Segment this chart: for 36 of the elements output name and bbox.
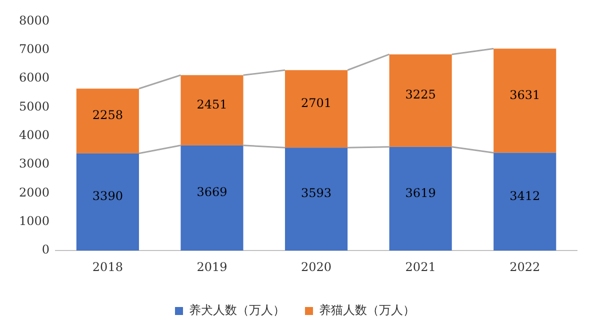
bar — [76, 153, 139, 251]
legend-label: 养犬人数（万人） — [189, 303, 285, 318]
bar — [180, 75, 244, 146]
x-tick-label: 2019 — [196, 260, 228, 274]
bar — [494, 152, 556, 251]
data-label: 3390 — [92, 189, 123, 204]
bar — [284, 148, 348, 251]
y-tick-label: 7000 — [18, 42, 50, 56]
y-tick-label: 4000 — [18, 128, 50, 142]
y-tick-label: 1000 — [18, 214, 50, 228]
data-label: 3631 — [510, 88, 540, 102]
y-tick-label: 6000 — [18, 70, 50, 85]
data-label: 2701 — [300, 96, 332, 110]
bar — [180, 145, 244, 251]
data-label: 3619 — [405, 186, 436, 200]
data-label: 3593 — [300, 186, 332, 200]
data-label: 2258 — [92, 108, 123, 122]
data-label: 3669 — [196, 185, 228, 200]
x-tick-label: 2021 — [405, 260, 436, 274]
x-tick-label: 2020 — [300, 260, 332, 274]
bar — [494, 48, 556, 153]
x-tick-label: 2018 — [92, 260, 123, 274]
y-tick-label: 2000 — [18, 185, 50, 200]
data-label: 3225 — [405, 88, 436, 102]
bar — [284, 70, 348, 148]
bar — [389, 146, 452, 251]
y-tick-label: 8000 — [18, 13, 50, 28]
data-label: 2451 — [196, 97, 228, 112]
legend-label: 养猫人数（万人） — [319, 303, 415, 318]
x-tick-label: 2022 — [510, 260, 540, 274]
bar — [76, 88, 139, 154]
y-tick-label: 5000 — [18, 99, 50, 114]
y-tick-label: 3000 — [18, 156, 50, 171]
y-tick-label: 0 — [42, 242, 50, 257]
data-label: 3412 — [510, 188, 540, 203]
bar — [389, 54, 452, 147]
